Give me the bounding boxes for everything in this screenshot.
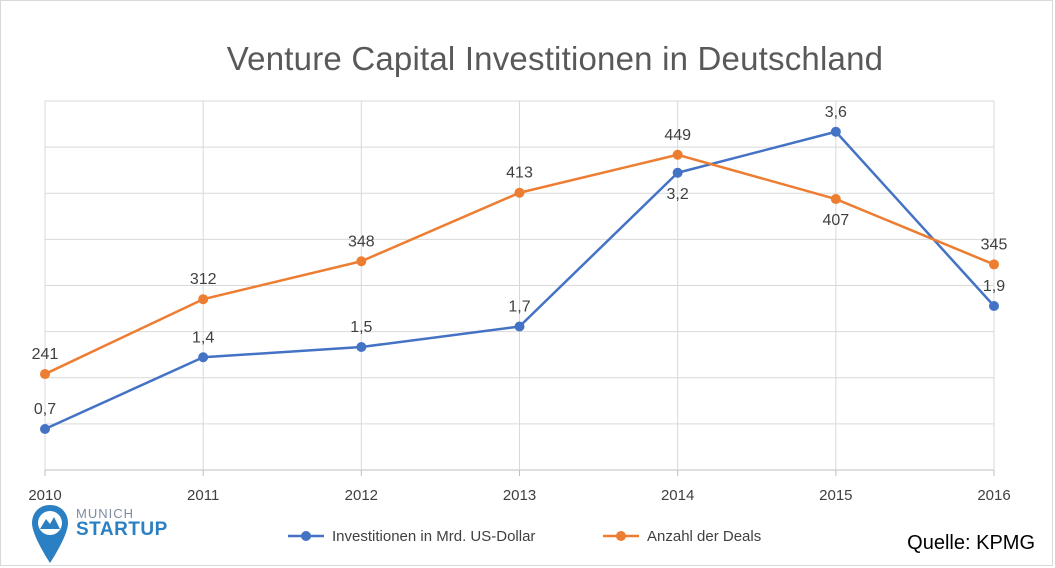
legend-label: Investitionen in Mrd. US-Dollar <box>332 528 535 545</box>
data-label: 1,9 <box>983 278 1005 295</box>
legend-swatch-marker <box>301 531 311 541</box>
data-label: 312 <box>190 271 217 288</box>
data-point <box>356 256 367 267</box>
data-point <box>830 194 841 205</box>
munich-startup-logo: MUNICH STARTUP <box>30 503 190 567</box>
data-point <box>672 149 683 160</box>
data-label: 413 <box>506 165 533 182</box>
data-label: 1,5 <box>350 319 372 336</box>
legend-label: Anzahl der Deals <box>647 528 761 545</box>
logo-text-startup: STARTUP <box>76 519 168 540</box>
data-label: 345 <box>981 236 1008 253</box>
data-point <box>40 424 50 434</box>
data-point <box>514 187 525 198</box>
data-label: 3,6 <box>825 104 847 121</box>
data-point <box>514 321 525 332</box>
logo-text-munich: MUNICH <box>76 506 134 521</box>
data-label: 3,2 <box>667 186 689 203</box>
data-point <box>989 301 999 311</box>
x-tick-label: 2014 <box>661 487 694 504</box>
data-label: 241 <box>32 346 59 363</box>
data-point <box>356 342 367 352</box>
legend-swatch-marker <box>616 531 626 541</box>
data-point <box>198 352 209 363</box>
data-label: 348 <box>348 233 375 250</box>
data-label: 1,4 <box>192 329 214 346</box>
x-tick-label: 2011 <box>187 487 219 504</box>
x-tick-label: 2016 <box>977 487 1010 504</box>
map-pin-icon <box>32 505 68 563</box>
data-label: 1,7 <box>508 299 530 316</box>
x-tick-label: 2010 <box>28 487 61 504</box>
data-point <box>198 294 209 305</box>
data-point <box>989 259 999 270</box>
data-point <box>40 369 50 380</box>
data-label: 0,7 <box>34 401 56 418</box>
data-label: 407 <box>822 212 849 229</box>
source-note: Quelle: KPMG <box>907 532 1035 554</box>
x-tick-label: 2015 <box>819 487 852 504</box>
data-point <box>830 126 841 137</box>
x-tick-label: 2013 <box>503 487 536 504</box>
data-point <box>672 167 683 178</box>
x-tick-label: 2012 <box>345 487 378 504</box>
chart-title: Venture Capital Investitionen in Deutsch… <box>226 40 884 77</box>
data-label: 449 <box>664 127 691 144</box>
